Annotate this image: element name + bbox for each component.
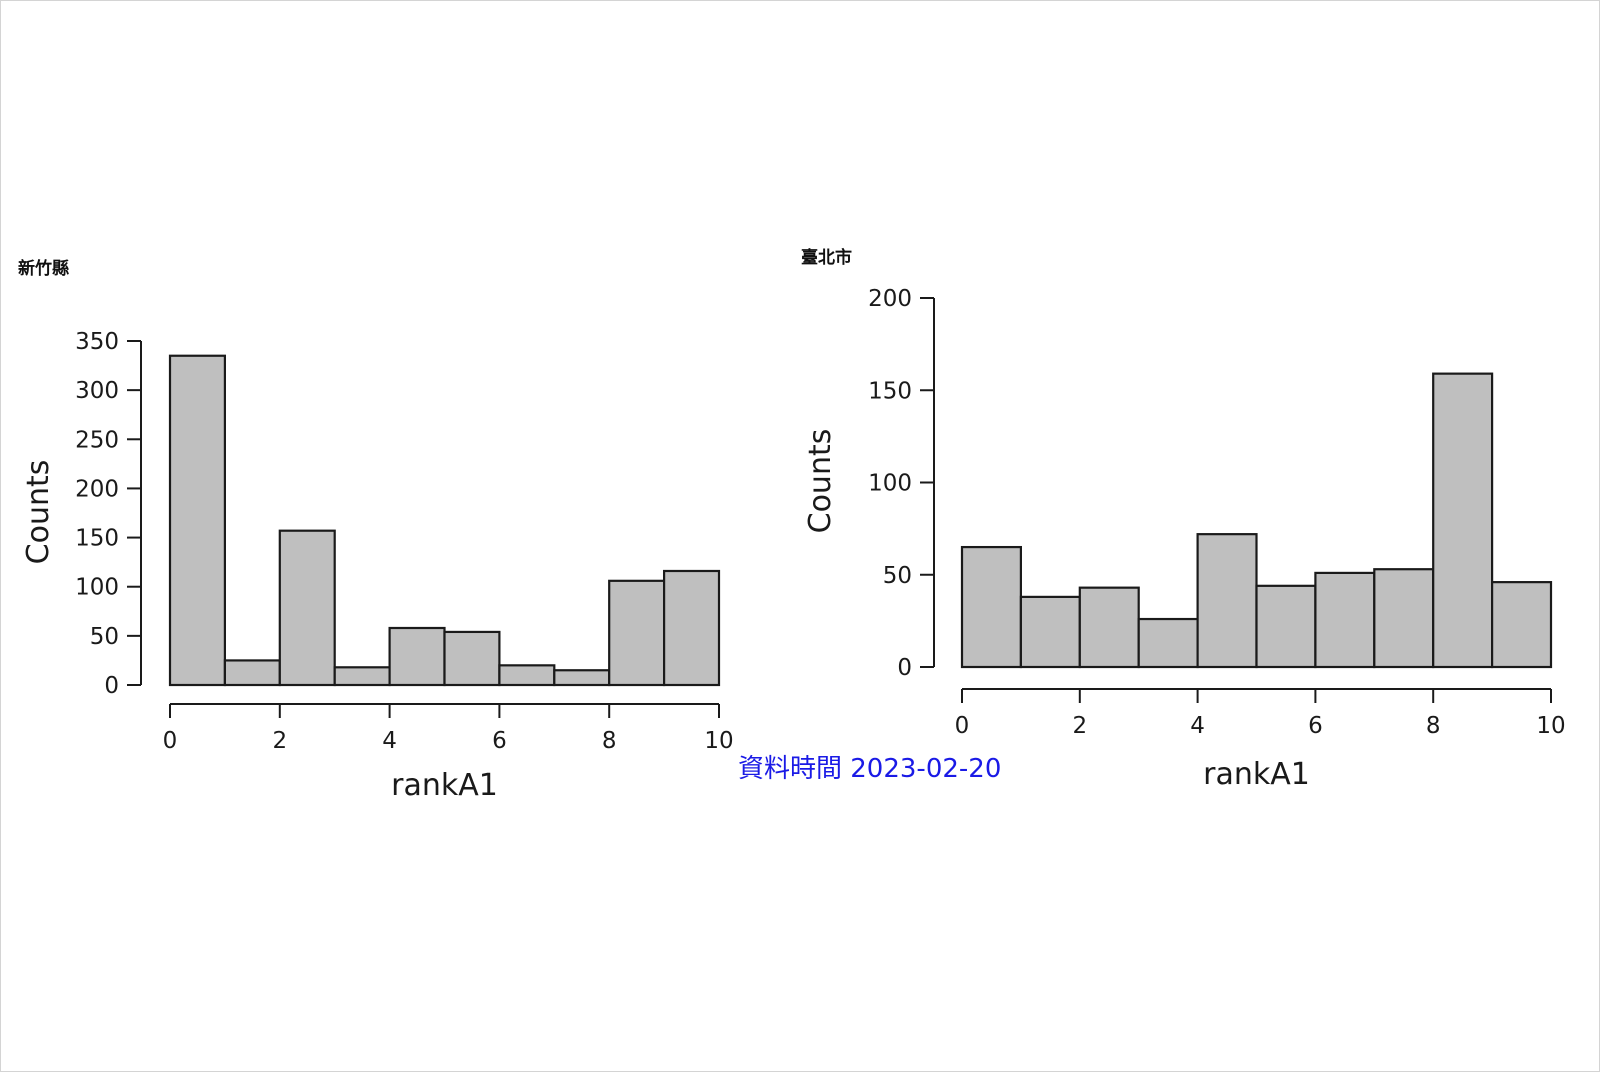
x-axis-label: rankA1	[1203, 757, 1310, 792]
y-tick-label: 50	[883, 563, 912, 589]
y-tick-label: 350	[75, 329, 119, 355]
x-tick-label: 0	[163, 728, 178, 754]
bar-9	[1490, 581, 1553, 669]
y-axis-label: Counts	[803, 429, 838, 534]
x-tick-label: 6	[492, 728, 507, 754]
x-tick-label: 2	[1072, 713, 1087, 739]
x-tick-label: 6	[1308, 713, 1323, 739]
bar-2	[278, 529, 336, 687]
chart-left-title: 新竹縣	[18, 259, 69, 279]
y-tick-label: 250	[75, 427, 119, 453]
bar-1	[1019, 595, 1081, 669]
y-tick-label: 0	[104, 673, 119, 699]
bar-4	[388, 626, 446, 687]
bar-2	[1078, 586, 1140, 669]
y-tick-label: 150	[75, 526, 119, 552]
bar-5	[443, 630, 501, 687]
bar-9	[662, 569, 721, 687]
bar-0	[960, 545, 1023, 669]
x-axis-label: rankA1	[391, 768, 498, 803]
data-date-label: 資料時間 2023-02-20	[738, 754, 1002, 784]
y-tick-label: 200	[75, 476, 119, 502]
x-tick-label: 2	[272, 728, 287, 754]
bar-0	[168, 354, 227, 687]
x-tick-label: 10	[1536, 713, 1565, 739]
x-tick-label: 4	[382, 728, 397, 754]
bar-4	[1196, 533, 1258, 669]
y-tick-label: 100	[868, 471, 912, 497]
bar-5	[1255, 584, 1317, 669]
y-tick-label: 300	[75, 378, 119, 404]
y-tick-label: 200	[868, 286, 912, 312]
x-tick-label: 8	[1426, 713, 1441, 739]
y-tick-label: 100	[75, 575, 119, 601]
y-tick-label: 0	[897, 655, 912, 681]
y-tick-label: 50	[90, 624, 119, 650]
bar-7	[1373, 568, 1435, 669]
chart-right-title: 臺北市	[801, 248, 852, 268]
x-tick-label: 10	[704, 728, 733, 754]
x-tick-label: 8	[602, 728, 617, 754]
bar-6	[1314, 571, 1376, 669]
bar-8	[1432, 372, 1494, 669]
bar-3	[1137, 617, 1199, 669]
y-tick-label: 150	[868, 378, 912, 404]
y-axis-label: Counts	[21, 460, 56, 565]
x-tick-label: 4	[1190, 713, 1205, 739]
x-tick-label: 0	[955, 713, 970, 739]
